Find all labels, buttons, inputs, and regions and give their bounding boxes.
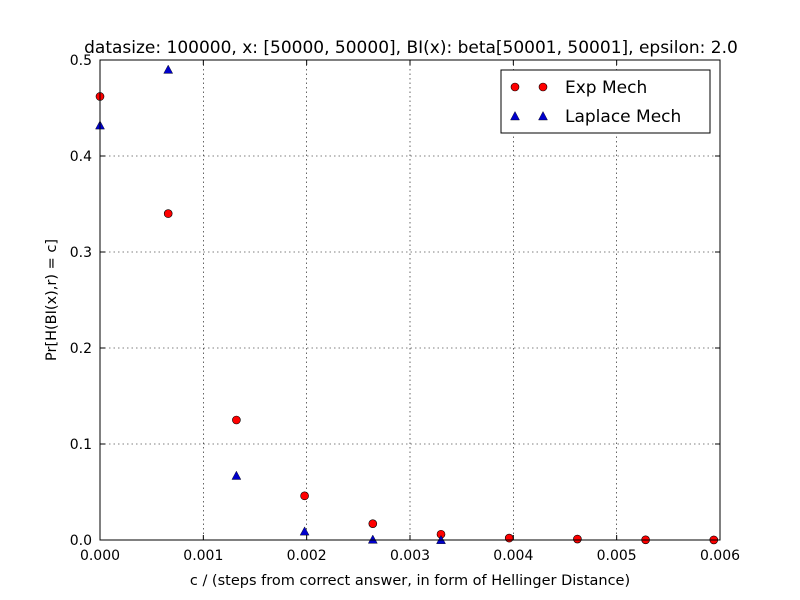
legend-marker-laplace-2 bbox=[538, 111, 548, 121]
data-point-exp-mech bbox=[300, 491, 309, 501]
x-tick-label: 0.002 bbox=[287, 548, 327, 564]
x-tick-label: 0.001 bbox=[183, 548, 223, 564]
axis-ticks: 0.000 0.001 0.002 0.003 0.004 0.005 0.006 0.0 0.… bbox=[70, 53, 740, 564]
x-tick-label: 0.006 bbox=[700, 548, 740, 564]
legend-marker-laplace-1 bbox=[510, 111, 520, 121]
legend-label-exp-mech: Exp Mech bbox=[565, 78, 647, 98]
y-tick-label: 0.0 bbox=[70, 533, 92, 549]
data-point-exp-mech bbox=[573, 534, 582, 544]
y-tick-label: 0.3 bbox=[70, 245, 92, 261]
legend-label-laplace-mech: Laplace Mech bbox=[565, 107, 681, 127]
data-point-exp-mech bbox=[163, 209, 173, 218]
legend-box bbox=[500, 69, 711, 134]
data-point-laplace-mech bbox=[367, 534, 378, 544]
legend-marker-exp-2 bbox=[538, 82, 548, 92]
y-tick-label: 0.1 bbox=[70, 437, 92, 453]
x-tick-label: 0.000 bbox=[80, 548, 120, 564]
x-tick-label: 0.005 bbox=[597, 548, 637, 564]
y-axis-label: Pr[H(BI(x),r) = c] bbox=[44, 239, 60, 361]
data-point-exp-mech bbox=[504, 533, 514, 543]
x-axis-label: c / (steps from correct answer, in form … bbox=[190, 573, 630, 589]
y-tick-label: 0.5 bbox=[70, 53, 92, 69]
x-tick-label: 0.004 bbox=[493, 548, 533, 564]
chart-title: datasize: 100000, x: [50000, 50000], BI(… bbox=[84, 38, 738, 58]
x-tick-label: 0.003 bbox=[390, 548, 430, 564]
data-point-exp-mech bbox=[368, 519, 378, 528]
data-point-exp-mech bbox=[232, 415, 241, 425]
y-tick-label: 0.2 bbox=[70, 341, 92, 357]
data-point-laplace-mech bbox=[163, 64, 174, 74]
legend-marker-exp-1 bbox=[510, 82, 520, 92]
data-point-laplace-mech bbox=[231, 470, 242, 480]
data-point-laplace-mech bbox=[299, 526, 310, 536]
grid bbox=[100, 60, 720, 540]
legend: Exp Mech Laplace Mech bbox=[500, 69, 711, 134]
y-tick-label: 0.4 bbox=[70, 149, 92, 165]
